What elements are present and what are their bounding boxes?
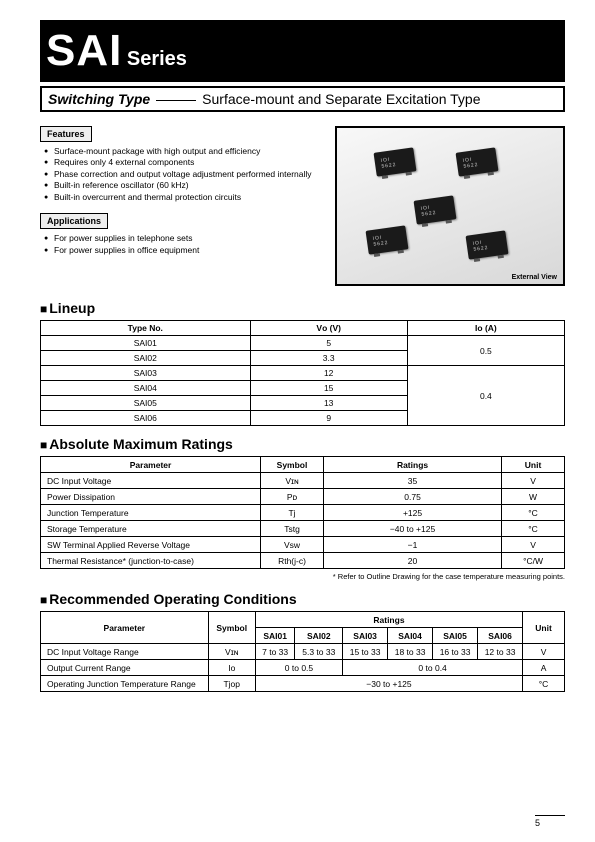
list-item: For power supplies in office equipment <box>44 245 323 256</box>
page-number: 5 <box>535 815 565 828</box>
list-item: Phase correction and output voltage adju… <box>44 169 323 180</box>
recop-table: Parameter Symbol Ratings Unit SAI01 SAI0… <box>40 611 565 692</box>
top-row: Features Surface-mount package with high… <box>40 126 565 286</box>
applications-list: For power supplies in telephone sets For… <box>40 233 323 256</box>
features-label: Features <box>40 126 92 142</box>
list-item: Built-in overcurrent and thermal protect… <box>44 192 323 203</box>
features-list: Surface-mount package with high output a… <box>40 146 323 203</box>
table-row: Output Current Range Iᴏ 0 to 0.5 0 to 0.… <box>41 660 565 676</box>
title-series: Series <box>127 48 187 70</box>
table-row: Parameter Symbol Ratings Unit <box>41 457 565 473</box>
table-row: Thermal Resistance* (junction-to-case)Rt… <box>41 553 565 569</box>
table-row: Storage TemperatureTstg−40 to +125°C <box>41 521 565 537</box>
list-item: Surface-mount package with high output a… <box>44 146 323 157</box>
absmax-footnote: * Refer to Outline Drawing for the case … <box>40 572 565 581</box>
subtitle-right: Surface-mount and Separate Excitation Ty… <box>202 91 480 107</box>
table-row: SW Terminal Applied Reverse VoltageVsw−1… <box>41 537 565 553</box>
subtitle-box: Switching Type Surface-mount and Separat… <box>40 86 565 112</box>
absmax-table: Parameter Symbol Ratings Unit DC Input V… <box>40 456 565 569</box>
table-row: SAI03120.4 <box>41 366 565 381</box>
title-sai: SAI <box>46 26 122 75</box>
table-row: Power DissipationPᴅ0.75W <box>41 489 565 505</box>
list-item: Requires only 4 external components <box>44 157 323 168</box>
subtitle-left: Switching Type <box>48 91 150 107</box>
list-item: For power supplies in telephone sets <box>44 233 323 244</box>
table-row: Junction TemperatureTj+125°C <box>41 505 565 521</box>
features-applications-col: Features Surface-mount package with high… <box>40 126 323 286</box>
lineup-heading: Lineup <box>40 300 565 316</box>
table-row: Operating Junction Temperature Range Tjo… <box>41 676 565 692</box>
applications-label: Applications <box>40 213 108 229</box>
table-row: DC Input VoltageVɪɴ35V <box>41 473 565 489</box>
table-row: DC Input Voltage Range Vɪɴ 7 to 33 5.3 t… <box>41 644 565 660</box>
table-row: Type No. Vᴏ (V) Iᴏ (A) <box>41 321 565 336</box>
col-vo: Vᴏ (V) <box>250 321 407 336</box>
list-item: Built-in reference oscillator (60 kHz) <box>44 180 323 191</box>
header-band: SAI Series <box>40 20 565 82</box>
col-type: Type No. <box>41 321 251 336</box>
external-view-box: IOI5622 IOI5622 IOI5622 IOI5622 IOI5622 … <box>335 126 565 286</box>
table-row: Parameter Symbol Ratings Unit <box>41 612 565 628</box>
col-io: Iᴏ (A) <box>407 321 564 336</box>
absmax-heading: Absolute Maximum Ratings <box>40 436 565 452</box>
recop-heading: Recommended Operating Conditions <box>40 591 565 607</box>
subtitle-divider <box>156 100 196 101</box>
lineup-table: Type No. Vᴏ (V) Iᴏ (A) SAI0150.5 SAI023.… <box>40 320 565 426</box>
external-view-label: External View <box>512 274 557 281</box>
table-row: SAI0150.5 <box>41 336 565 351</box>
